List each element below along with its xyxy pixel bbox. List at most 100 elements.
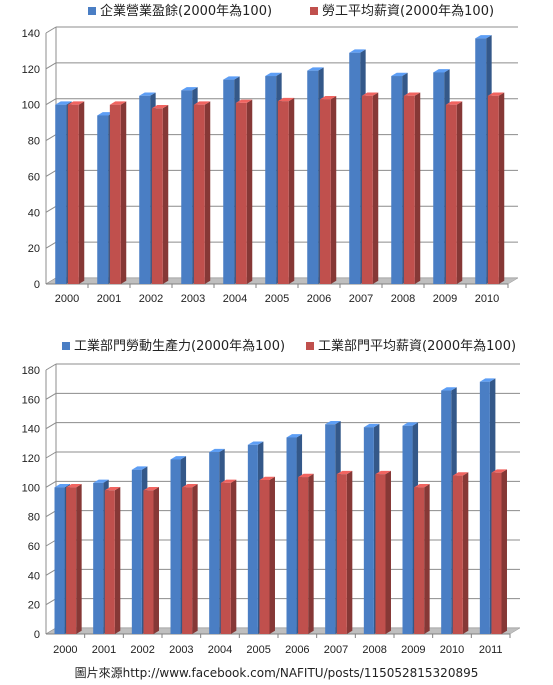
x-tick-label: 2003	[169, 644, 193, 656]
bar-red-2004	[235, 99, 253, 285]
bar-front	[298, 477, 309, 634]
bar-front	[391, 76, 403, 285]
bar-front	[104, 490, 115, 634]
legend-label-1: 工業部門平均薪資(2000年為100)	[318, 338, 516, 354]
bar-side	[385, 470, 391, 634]
y-tick-label: 160	[22, 394, 40, 406]
bar-top	[414, 484, 430, 488]
bar-front	[209, 452, 220, 634]
bar-front	[131, 469, 142, 634]
bar-front	[433, 72, 445, 284]
bar-red-2004	[220, 479, 237, 634]
legend-label-1: 勞工平均薪資(2000年為100)	[322, 3, 494, 19]
bar-top	[151, 105, 169, 109]
bar-front	[363, 427, 374, 634]
bar-front	[170, 459, 181, 634]
gridline-depth-1	[45, 241, 57, 249]
y-tick-label: 40	[28, 570, 40, 582]
y-tick-label: 120	[22, 64, 40, 76]
bar-top	[181, 87, 198, 91]
legend-swatch-0	[88, 7, 96, 15]
legend-label-0: 工業部門勞動生產力(2000年為100)	[74, 338, 285, 354]
bar-front	[54, 487, 65, 634]
bar-red-2010	[452, 472, 469, 634]
bar-red-2002	[143, 486, 159, 634]
bar-side	[78, 101, 85, 285]
legend-label-0: 企業營業盈餘(2000年為100)	[100, 3, 272, 19]
bar-red-2007	[361, 92, 379, 284]
bar-side	[153, 486, 159, 634]
bar-top	[54, 484, 71, 488]
bar-top	[193, 101, 211, 105]
bar-front	[143, 490, 154, 634]
y-tick-label: 60	[28, 171, 40, 183]
bar-top	[325, 420, 341, 425]
y-tick-label: 80	[28, 136, 40, 148]
x-tick-label: 2011	[479, 644, 503, 656]
y-tick-label: 140	[22, 424, 40, 436]
gridline-depth-7	[45, 422, 57, 430]
chart-operating-surplus-vs-wages: 0 20 40 60 80 100 120 140 2000 2001 2002 2003 2004 20…	[22, 3, 519, 305]
bar-top	[235, 99, 253, 103]
bar-side	[246, 99, 253, 284]
bar-front	[182, 487, 193, 634]
bar-front	[223, 79, 235, 284]
bar-side	[456, 101, 463, 285]
x-tick-label: 2009	[401, 644, 425, 656]
x-tick-label: 2002	[139, 293, 163, 305]
bar-side	[424, 484, 430, 634]
bar-front	[97, 115, 109, 284]
gridline-depth-5	[45, 98, 57, 106]
bar-top	[223, 76, 240, 80]
gridline-depth-7	[45, 26, 57, 34]
bar-red-2006	[319, 96, 337, 285]
bar-top	[104, 486, 121, 491]
bar-top	[143, 486, 159, 491]
x-tick-label: 2004	[208, 644, 232, 656]
x-tick-label: 2000	[55, 293, 79, 305]
bar-front	[55, 104, 67, 284]
bar-front	[414, 487, 425, 634]
bar-front	[151, 108, 163, 284]
bar-side	[76, 484, 82, 634]
bar-top	[220, 479, 237, 483]
y-tick-label: 60	[28, 541, 40, 553]
gridline-depth-3	[45, 169, 57, 177]
x-tick-label: 2006	[307, 293, 331, 305]
bar-front	[109, 104, 121, 284]
bar-top	[298, 473, 314, 478]
y-tick-label: 120	[22, 453, 40, 465]
bar-red-2008	[375, 470, 391, 634]
bar-red-2003	[193, 101, 211, 285]
bar-side	[330, 96, 337, 285]
x-tick-label: 2004	[223, 293, 247, 305]
bar-top	[475, 35, 492, 39]
bar-front	[479, 381, 490, 634]
bar-red-2009	[445, 101, 463, 285]
bar-top	[247, 441, 264, 445]
x-tick-label: 2010	[475, 293, 499, 305]
bar-side	[288, 97, 295, 284]
x-tick-label: 2009	[433, 293, 457, 305]
bar-front	[286, 437, 297, 634]
bar-side	[269, 476, 275, 634]
bar-top	[336, 470, 353, 475]
bar-front	[235, 102, 247, 285]
y-tick-label: 20	[28, 600, 40, 612]
x-tick-label: 2000	[53, 644, 77, 656]
bar-top	[391, 72, 408, 77]
bar-front	[277, 101, 289, 284]
bar-front	[441, 390, 452, 634]
bar-red-2003	[182, 484, 198, 634]
bar-front	[139, 95, 151, 284]
y-tick-label: 0	[34, 629, 40, 641]
y-tick-label: 0	[34, 279, 40, 291]
x-tick-label: 2001	[92, 644, 116, 656]
y-tick-label: 40	[28, 207, 40, 219]
gridline-depth-1	[45, 598, 57, 606]
x-tick-label: 2010	[440, 644, 464, 656]
bar-top	[286, 434, 303, 438]
bar-top	[361, 92, 379, 96]
bar-front	[349, 52, 361, 284]
bar-top	[402, 422, 419, 426]
